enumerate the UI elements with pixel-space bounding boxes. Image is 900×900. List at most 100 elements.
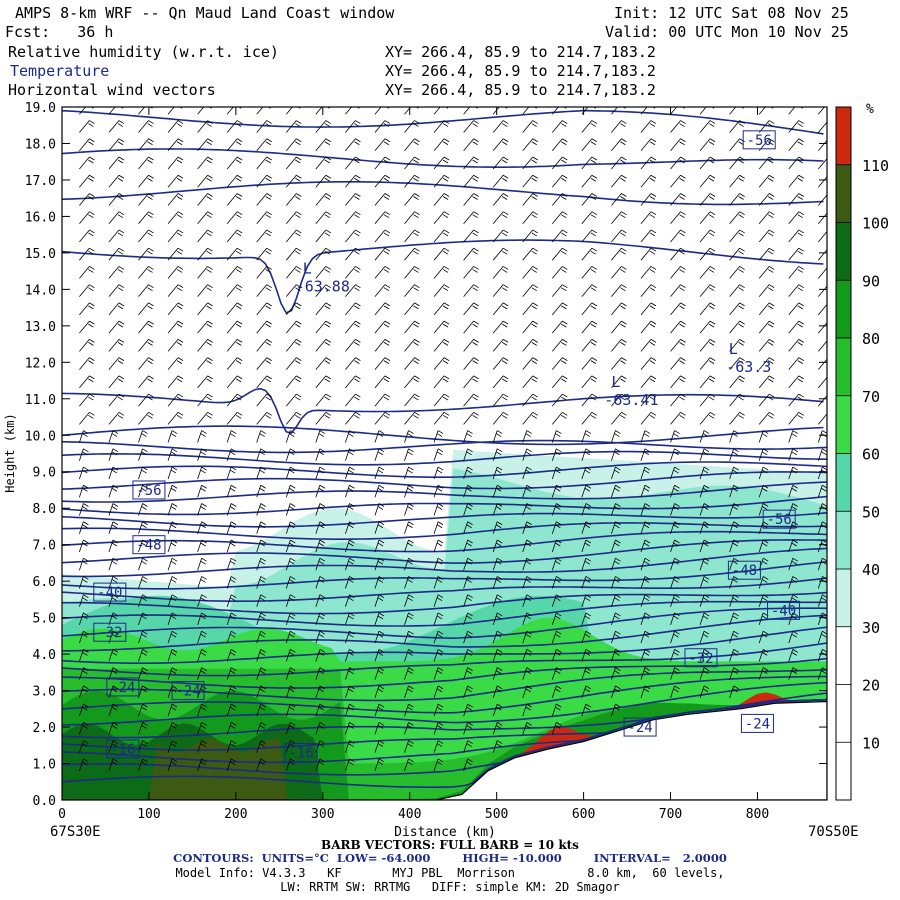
wind-barb — [256, 685, 266, 699]
wind-barb — [699, 466, 710, 480]
wind-barb — [492, 484, 503, 498]
wind-barb — [463, 120, 479, 133]
wind-barb — [611, 393, 627, 407]
wind-barb — [433, 229, 450, 243]
wind-barb — [197, 557, 207, 571]
wind-barb — [226, 156, 243, 170]
wind-barb — [167, 339, 184, 352]
wind-barb — [226, 320, 243, 334]
wind-barb — [138, 229, 154, 243]
wind-barb — [315, 174, 332, 188]
wind-barb — [138, 430, 148, 443]
wind-barb — [729, 247, 745, 261]
wind-barb — [729, 521, 739, 534]
wind-barb — [197, 107, 212, 115]
wind-barb — [640, 594, 651, 607]
contour-label-box — [106, 677, 140, 697]
wind-barb — [285, 630, 296, 644]
wind-barb — [256, 393, 272, 407]
wind-barb — [788, 448, 798, 461]
wind-barb — [79, 667, 89, 680]
wind-barb — [167, 466, 178, 480]
wind-barb — [522, 284, 538, 297]
isotherm-upper — [62, 387, 824, 434]
colorbar-label: 50 — [862, 503, 880, 521]
isotherm — [62, 522, 827, 540]
colorbar-cell — [836, 107, 851, 165]
wind-barb — [463, 576, 473, 589]
wind-barb — [492, 357, 509, 370]
wind-barb — [226, 430, 237, 443]
wind-barb — [551, 411, 568, 425]
wind-barb — [285, 722, 296, 735]
wind-barb — [670, 107, 685, 115]
wind-barb — [404, 430, 414, 443]
wind-barb — [788, 284, 804, 297]
isotherm — [62, 439, 827, 454]
wind-barb — [640, 685, 651, 699]
wind-barb — [404, 247, 420, 261]
wind-barb — [492, 612, 503, 626]
wind-barb — [817, 358, 827, 370]
wind-barb — [522, 302, 538, 316]
wind-barb — [285, 685, 296, 699]
wind-barb — [492, 630, 503, 644]
wind-barb — [256, 211, 272, 224]
wind-barb — [640, 107, 656, 115]
wind-barb — [404, 448, 414, 461]
wind-barb — [79, 649, 89, 662]
wind-barb — [197, 229, 213, 243]
colorbar-cell — [836, 626, 851, 685]
wind-barb — [108, 339, 125, 352]
wind-barb — [611, 247, 627, 261]
model-info-1: Model Info: V4.3.3 KF MYJ PBL Morrison 8… — [175, 866, 725, 880]
wind-barb — [581, 375, 598, 389]
wind-barb — [729, 411, 745, 425]
wind-barb — [404, 229, 420, 243]
wind-barb — [699, 484, 710, 498]
wind-barb — [729, 302, 745, 316]
wind-barb — [817, 285, 827, 297]
wind-barb — [729, 393, 745, 407]
wind-barb — [256, 430, 266, 443]
wind-barb — [670, 393, 686, 407]
wind-barb — [79, 685, 89, 699]
wind-barb — [581, 120, 598, 133]
contour-labels: -56 -56 -56 -48 -48 -40 -40 -32 -32 -24 -24 -24 -24 -… — [93, 130, 801, 763]
wind-barb — [699, 448, 710, 461]
temperature-contours — [62, 109, 827, 788]
y-tick-label: 17.0 — [25, 174, 56, 189]
x-tick-label: 700 — [659, 807, 682, 822]
wind-barb — [522, 722, 532, 735]
wind-barb — [670, 211, 686, 224]
wind-barb — [226, 466, 237, 480]
wind-barb — [226, 594, 237, 607]
wind-barb — [522, 266, 538, 279]
wind-barb — [729, 266, 745, 279]
wind-barb — [345, 685, 355, 699]
wind-barb — [788, 393, 804, 407]
wind-barb — [197, 302, 213, 316]
wind-barb — [138, 320, 154, 334]
wind-barb — [611, 266, 627, 279]
wind-barb — [581, 284, 598, 297]
wind-barb — [758, 594, 769, 607]
wind-barb — [256, 740, 266, 753]
wind-barb — [817, 413, 827, 425]
wind-barb — [285, 211, 302, 224]
wind-barb — [522, 120, 538, 133]
colorbar-cell — [836, 395, 851, 454]
wind-barb — [729, 466, 739, 480]
low-value: -63.41 — [604, 391, 658, 409]
wind-barb — [670, 375, 686, 389]
wind-barb — [433, 484, 444, 498]
wind-barb — [463, 521, 473, 534]
wind-barb — [374, 120, 391, 133]
wind-barb — [315, 557, 326, 571]
contour-label: -56 — [767, 512, 792, 528]
wind-barb — [226, 393, 243, 407]
wind-barb — [492, 649, 503, 662]
colorbar: 10 20 30 40 50 60 70 80 90 100 110 — [835, 106, 889, 801]
wind-barb — [758, 503, 769, 516]
wind-barb — [404, 758, 414, 771]
